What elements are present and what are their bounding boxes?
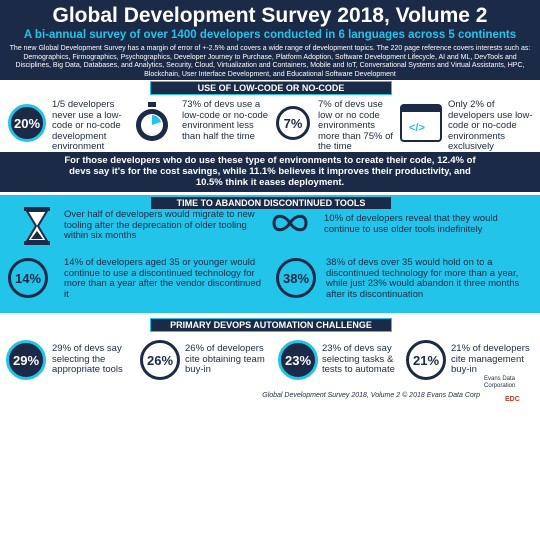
callout: For those developers who do use these ty… xyxy=(64,155,476,188)
badge: 14% xyxy=(8,258,48,298)
subtitle: A bi-annual survey of over 1400 develope… xyxy=(23,29,517,41)
item-text: 1/5 developers never use a low-code or n… xyxy=(52,99,122,152)
item-text: 38% of devs over 35 would hold on to a d… xyxy=(326,257,520,300)
hourglass-icon xyxy=(24,207,50,245)
section-heading: TIME TO ABANDON DISCONTINUED TOOLS xyxy=(150,196,392,210)
title: Global Development Survey 2018, Volume 2 xyxy=(52,4,488,27)
item-text: 7% of devs use low or no code environmen… xyxy=(318,99,393,152)
badge: 21% xyxy=(406,340,446,380)
section-heading: USE OF LOW-CODE OR NO-CODE xyxy=(150,81,392,95)
intro: The new Global Development Survey has a … xyxy=(9,45,531,78)
badge: 7% xyxy=(276,106,310,140)
item-text: 73% of devs use a low-code or no-code en… xyxy=(182,99,269,142)
badge: 29% xyxy=(6,340,46,380)
section-heading: PRIMARY DEVOPS AUTOMATION CHALLENGE xyxy=(150,318,392,332)
logo-name: Evans Data Corporation xyxy=(484,376,516,389)
badge: 38% xyxy=(276,258,316,298)
item-text: 10% of developers reveal that they would… xyxy=(324,213,498,235)
item-text: 23% of devs say selecting tasks & tests … xyxy=(322,343,395,375)
badge: 20% xyxy=(8,104,46,142)
badge: 26% xyxy=(140,340,180,380)
callout-band xyxy=(0,152,540,192)
stopwatch-icon xyxy=(136,102,168,141)
item-text: 21% of developers cite management buy-in xyxy=(451,343,530,375)
header-band xyxy=(0,0,540,80)
item-text: Over half of developers would migrate to… xyxy=(64,209,255,241)
logo-mark: EDC xyxy=(505,396,520,403)
item-text: 14% of developers aged 35 or younger wou… xyxy=(64,257,261,300)
item-text: 29% of devs say selecting the appropriat… xyxy=(52,343,123,375)
item-text: Only 2% of developers use low-code or no… xyxy=(448,99,533,152)
footer: Global Development Survey 2018, Volume 2… xyxy=(262,392,480,399)
item-text: 26% of developers cite obtaining team bu… xyxy=(185,343,265,375)
svg-text:</>: </> xyxy=(409,122,425,134)
badge: 23% xyxy=(278,340,318,380)
section-band xyxy=(0,195,540,313)
browser-icon: </> xyxy=(400,104,442,142)
infinity-icon xyxy=(272,214,308,232)
